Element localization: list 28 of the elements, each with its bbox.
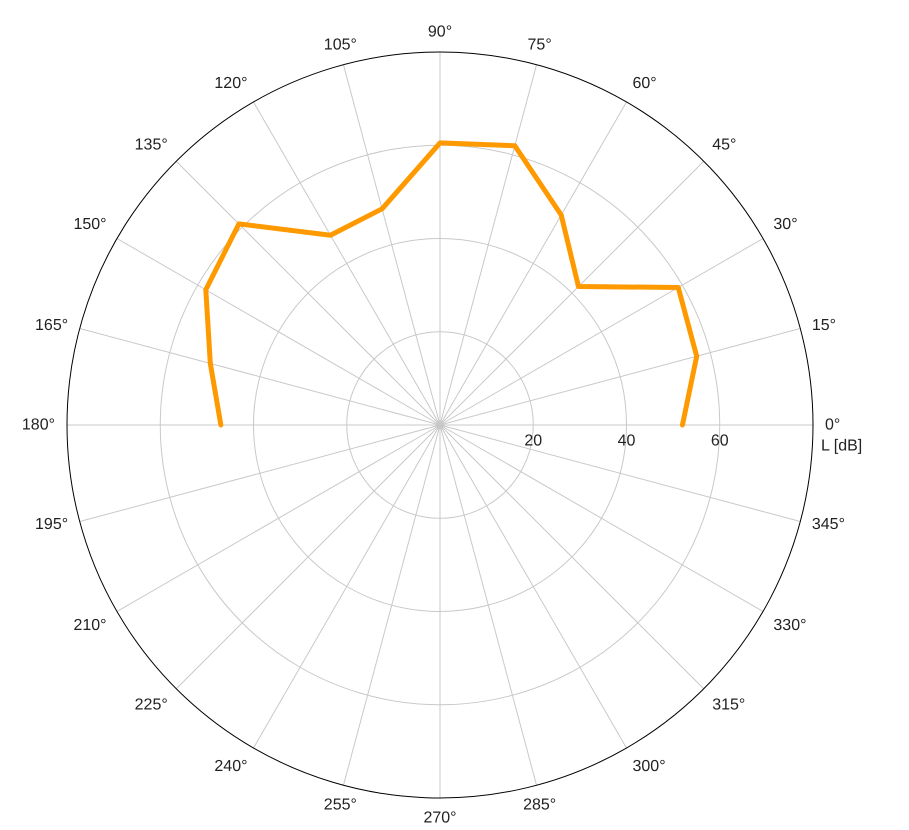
y-tick-label: 40: [618, 432, 636, 450]
spoke-label: 195°: [35, 516, 68, 534]
spoke-label: 285°: [523, 796, 556, 814]
spoke-label: 30°: [773, 216, 798, 233]
spoke-label: 165°: [35, 316, 68, 334]
spoke-label: 270°: [423, 810, 457, 826]
spoke-label: 75°: [528, 36, 552, 54]
spoke-label: 240°: [214, 758, 248, 775]
spoke-label: 345°: [812, 516, 845, 534]
spoke-label: 90°: [428, 24, 452, 40]
spoke-label: 225°: [134, 696, 168, 714]
spoke-label: 15°: [812, 316, 836, 334]
spoke-label: 315°: [712, 696, 746, 714]
spoke-label: 105°: [324, 36, 357, 54]
spoke-label: 150°: [73, 216, 107, 233]
spoke-label: 210°: [73, 617, 107, 634]
text: L [dB]: [821, 438, 862, 454]
spoke-label: 0°: [825, 416, 840, 434]
spoke-label: 330°: [773, 617, 807, 634]
y-tick-label: 20: [524, 432, 542, 450]
spoke-label: 300°: [632, 758, 666, 775]
spoke-label: 135°: [134, 136, 168, 154]
spoke-label: 120°: [214, 75, 248, 92]
spoke-label: 45°: [712, 136, 736, 154]
spoke-label: 255°: [324, 796, 357, 814]
y-tick-label: 60: [710, 432, 729, 450]
spoke-label: 60°: [632, 75, 657, 92]
spoke-label: 180°: [22, 416, 55, 434]
